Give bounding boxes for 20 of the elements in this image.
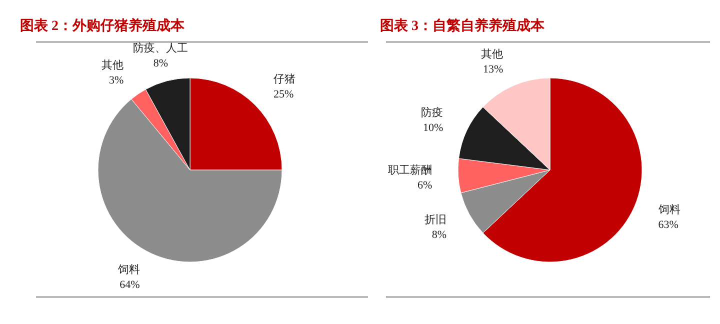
data-label: 13%: [482, 64, 504, 76]
data-label: 64%: [120, 278, 140, 291]
slice-label: 仔猪: [273, 72, 296, 86]
data-label: 10%: [423, 122, 444, 134]
chart-title: 图表 3：自繁自养养殖成本: [380, 17, 546, 34]
slice-label: 其他: [102, 58, 124, 72]
data-label: 6%: [418, 179, 432, 192]
slice-label: 其他: [481, 48, 504, 61]
slice-label: 饲料: [657, 202, 680, 216]
slice-label: 职工薪酬: [388, 163, 432, 176]
slice-label: 折旧: [424, 212, 447, 226]
data-label: 8%: [432, 228, 447, 241]
slice-label: 饲料: [116, 262, 140, 276]
data-label: 3%: [109, 74, 124, 86]
chart-title: 图表 2：外购仔猪养殖成本: [20, 17, 186, 34]
data-label: 25%: [273, 88, 294, 101]
slice-label: 防疫、人工: [133, 42, 188, 55]
data-label: 8%: [153, 58, 168, 70]
slice-label: 防疫: [421, 106, 444, 119]
data-label: 63%: [658, 218, 678, 231]
